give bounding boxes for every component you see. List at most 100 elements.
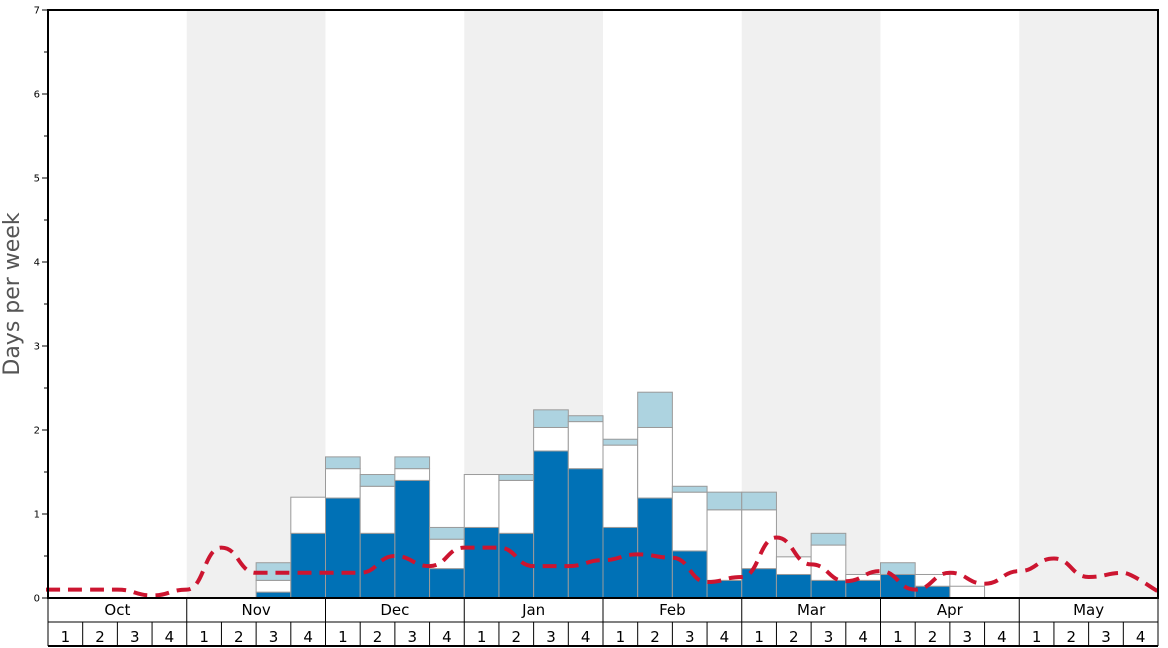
- month-label: Feb: [659, 601, 686, 619]
- week-label: 1: [754, 628, 764, 646]
- y-tick-label: 7: [34, 6, 40, 17]
- week-label: 4: [442, 628, 452, 646]
- week-label: 4: [858, 628, 868, 646]
- month-label: Apr: [937, 601, 964, 619]
- month-bands: [186, 10, 1158, 598]
- bar-segment: [741, 568, 777, 599]
- bar-segment: [741, 491, 777, 511]
- y-tick-label: 6: [34, 90, 40, 101]
- week-label: 2: [650, 628, 660, 646]
- bar-segment: [845, 579, 881, 599]
- week-label: 3: [269, 628, 279, 646]
- bar-segment: [359, 532, 396, 599]
- bar-segment: [602, 444, 639, 528]
- y-axis: 0 1 2 3 4 5 6 7: [34, 6, 48, 605]
- bar-segment: [290, 496, 326, 534]
- bar-segment: [325, 456, 361, 470]
- month-band: [1019, 10, 1158, 598]
- week-label: 4: [720, 628, 730, 646]
- month-label: May: [1073, 601, 1104, 619]
- week-label: 4: [1136, 628, 1146, 646]
- week-label: 3: [824, 628, 834, 646]
- bar-segment: [880, 562, 916, 575]
- bar-segment: [325, 497, 361, 599]
- bar-segment: [567, 415, 604, 423]
- y-tick-label: 1: [34, 510, 40, 521]
- y-tick-label: 4: [34, 258, 40, 269]
- week-label: 3: [130, 628, 140, 646]
- stacked-bars: [255, 391, 986, 599]
- bar-segment: [498, 474, 535, 481]
- y-tick-label: 3: [34, 342, 40, 353]
- bar-segment: [255, 579, 292, 593]
- bar-segment: [810, 579, 847, 599]
- bar-segment: [914, 585, 951, 599]
- week-label: 4: [303, 628, 313, 646]
- week-label: 2: [1067, 628, 1077, 646]
- bar-segment: [463, 474, 500, 528]
- bar-segment: [533, 450, 569, 599]
- month-label: Oct: [104, 601, 130, 619]
- month-label: Dec: [380, 601, 409, 619]
- bar-segment: [775, 573, 812, 599]
- week-label: 1: [477, 628, 487, 646]
- week-label: 1: [61, 628, 71, 646]
- week-label: 4: [997, 628, 1007, 646]
- bar-segment: [671, 491, 708, 552]
- bar-segment: [637, 426, 673, 499]
- bar-segment: [533, 409, 569, 428]
- bar-segment: [359, 474, 396, 487]
- bar-segment: [741, 509, 777, 570]
- y-tick-label: 2: [34, 426, 40, 437]
- week-label: 2: [234, 628, 244, 646]
- month-label: Nov: [241, 601, 270, 619]
- bar-segment: [602, 438, 639, 446]
- bar-segment: [567, 421, 604, 470]
- bar-segment: [290, 532, 326, 599]
- week-label: 3: [1101, 628, 1111, 646]
- week-label: 2: [789, 628, 799, 646]
- bar-segment: [706, 491, 743, 511]
- bar-segment: [671, 485, 708, 493]
- bar-segment: [602, 526, 639, 599]
- x-axis: Oct 1 2 3 4 Nov 1 2 3 4 Dec 1 2 3 4 Jan 1 2 3 4 Feb 1 2 3 4 Mar 1 2…: [47, 597, 1159, 647]
- week-label: 2: [512, 628, 522, 646]
- week-label: 4: [165, 628, 175, 646]
- week-label: 3: [685, 628, 695, 646]
- week-label: 3: [407, 628, 417, 646]
- week-label: 2: [373, 628, 383, 646]
- y-tick-label: 0: [34, 594, 40, 605]
- average-line-path: [45, 535, 1159, 598]
- bar-segment: [394, 479, 431, 599]
- y-axis-label: Days per week: [0, 212, 25, 375]
- bar-segment: [637, 391, 673, 428]
- bar-segment: [533, 426, 569, 452]
- week-label: 1: [893, 628, 903, 646]
- bar-segment: [394, 468, 431, 481]
- week-label: 3: [962, 628, 972, 646]
- week-label: 2: [95, 628, 105, 646]
- month-label: Mar: [797, 601, 826, 619]
- bar-segment: [810, 532, 847, 546]
- week-label: 3: [546, 628, 556, 646]
- week-label: 4: [581, 628, 591, 646]
- plot-frame: [47, 9, 1159, 599]
- week-label: 1: [199, 628, 209, 646]
- bar-segment: [949, 585, 986, 599]
- bar-segment: [637, 497, 673, 599]
- week-label: 1: [616, 628, 626, 646]
- bar-segment: [394, 456, 431, 470]
- average-line: [45, 535, 1159, 598]
- bar-segment: [706, 509, 743, 581]
- bar-segment: [498, 479, 535, 534]
- bar-segment: [429, 526, 465, 540]
- month-label: Jan: [521, 601, 545, 619]
- bar-segment: [429, 568, 465, 599]
- bar-segment: [567, 468, 604, 599]
- bar-segment: [359, 485, 396, 534]
- y-tick-label: 5: [34, 174, 40, 185]
- week-label: 2: [928, 628, 938, 646]
- bar-segment: [775, 556, 812, 575]
- week-label: 1: [338, 628, 348, 646]
